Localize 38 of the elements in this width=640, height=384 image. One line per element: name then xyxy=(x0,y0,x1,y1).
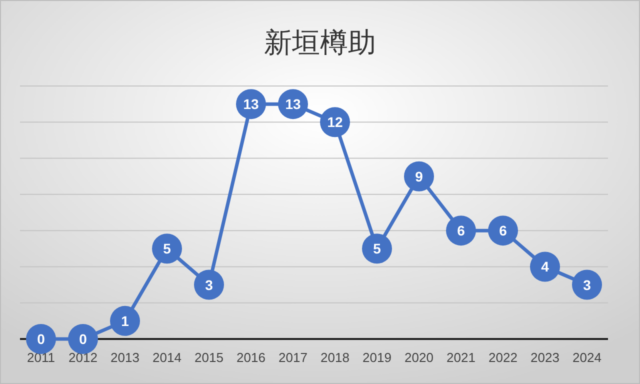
data-label: 0 xyxy=(37,331,46,347)
x-tick-label: 2015 xyxy=(194,350,224,365)
data-label: 6 xyxy=(457,222,466,239)
data-label: 4 xyxy=(541,258,550,275)
data-label: 12 xyxy=(327,114,343,130)
data-label: 13 xyxy=(285,96,301,112)
x-tick-label: 2016 xyxy=(236,350,266,365)
data-label: 0 xyxy=(79,331,88,347)
point xyxy=(110,306,140,336)
x-tick-label: 2021 xyxy=(446,350,476,365)
x-tick-label: 2013 xyxy=(110,350,140,365)
x-tick-label: 2024 xyxy=(572,350,602,365)
data-label: 6 xyxy=(499,222,508,239)
x-tick-label: 2012 xyxy=(68,350,98,365)
chart-title: 新垣樽助 xyxy=(264,27,376,58)
x-tick-label: 2014 xyxy=(152,350,182,365)
x-tick-label: 2023 xyxy=(530,350,560,365)
point xyxy=(572,270,602,300)
x-tick-label: 2019 xyxy=(362,350,392,365)
x-tick-label: 2020 xyxy=(404,350,434,365)
x-tick-label: 2022 xyxy=(488,350,518,365)
data-label: 13 xyxy=(243,96,259,112)
point xyxy=(404,161,434,192)
x-tick-label: 2018 xyxy=(320,350,350,365)
data-label: 9 xyxy=(415,168,424,184)
point xyxy=(530,252,560,282)
x-tick-label: 2011 xyxy=(27,350,55,365)
point xyxy=(446,216,476,246)
x-tick-label: 2017 xyxy=(278,350,308,365)
data-label: 5 xyxy=(163,240,172,257)
point xyxy=(194,270,224,300)
data-label: 1 xyxy=(121,312,130,329)
point xyxy=(488,216,518,246)
data-label: 5 xyxy=(373,240,382,257)
point xyxy=(362,234,392,264)
data-label: 3 xyxy=(205,276,214,293)
point xyxy=(152,234,182,264)
data-label: 3 xyxy=(583,276,592,293)
